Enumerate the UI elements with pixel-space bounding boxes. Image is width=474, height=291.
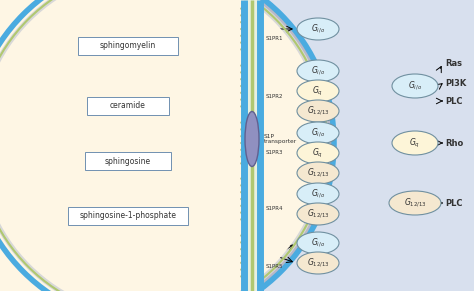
Ellipse shape bbox=[241, 240, 259, 245]
Text: sphingosine kinase
(SphK): sphingosine kinase (SphK) bbox=[136, 184, 183, 194]
Ellipse shape bbox=[241, 140, 259, 146]
Ellipse shape bbox=[241, 90, 259, 95]
Ellipse shape bbox=[241, 196, 259, 202]
FancyBboxPatch shape bbox=[78, 37, 178, 55]
Ellipse shape bbox=[241, 154, 259, 159]
Text: sphingomyelin synthase
(SMS): sphingomyelin synthase (SMS) bbox=[60, 71, 120, 81]
Text: G$_{i/o}$: G$_{i/o}$ bbox=[311, 237, 325, 249]
Text: S1PR4: S1PR4 bbox=[266, 207, 283, 212]
Ellipse shape bbox=[241, 19, 259, 25]
Text: S1PR2: S1PR2 bbox=[266, 93, 283, 98]
FancyBboxPatch shape bbox=[87, 97, 169, 115]
FancyBboxPatch shape bbox=[85, 152, 171, 170]
Ellipse shape bbox=[241, 63, 259, 68]
Ellipse shape bbox=[297, 232, 339, 254]
Ellipse shape bbox=[389, 191, 441, 215]
Text: G$_{i/o}$: G$_{i/o}$ bbox=[311, 188, 325, 200]
Text: sphingomyelinase
(SMase): sphingomyelinase (SMase) bbox=[136, 71, 181, 81]
Ellipse shape bbox=[241, 26, 259, 32]
Text: ceramide: ceramide bbox=[110, 102, 146, 111]
Text: G$_{12/13}$: G$_{12/13}$ bbox=[307, 104, 329, 117]
Text: G$_{i/o}$: G$_{i/o}$ bbox=[311, 23, 325, 36]
Ellipse shape bbox=[241, 183, 259, 188]
Ellipse shape bbox=[241, 190, 259, 195]
Text: G$_{i/o}$: G$_{i/o}$ bbox=[408, 80, 422, 93]
Ellipse shape bbox=[392, 131, 438, 155]
Ellipse shape bbox=[241, 134, 259, 139]
Ellipse shape bbox=[241, 47, 259, 52]
Ellipse shape bbox=[241, 147, 259, 152]
Ellipse shape bbox=[297, 122, 339, 144]
Circle shape bbox=[0, 0, 329, 291]
Ellipse shape bbox=[297, 100, 339, 122]
Text: Ras: Ras bbox=[445, 58, 462, 68]
Ellipse shape bbox=[241, 104, 259, 109]
Ellipse shape bbox=[241, 253, 259, 259]
Ellipse shape bbox=[297, 183, 339, 205]
Text: S1PR5: S1PR5 bbox=[266, 263, 283, 269]
Text: G$_{i/o}$: G$_{i/o}$ bbox=[311, 65, 325, 77]
Ellipse shape bbox=[241, 217, 259, 222]
Ellipse shape bbox=[241, 33, 259, 38]
Text: G$_{q}$: G$_{q}$ bbox=[312, 146, 324, 159]
Circle shape bbox=[0, 0, 324, 291]
Text: G$_{i/o}$: G$_{i/o}$ bbox=[311, 127, 325, 139]
Text: S1P lyase (S1PL): S1P lyase (S1PL) bbox=[133, 233, 173, 239]
Ellipse shape bbox=[241, 70, 259, 75]
Ellipse shape bbox=[241, 97, 259, 102]
Text: S1P phosphatase (S1PP)
lipid phosphate phosphatase
(LPP): S1P phosphatase (S1PP) lipid phosphate p… bbox=[57, 182, 120, 196]
Text: ceramidase
(CDase): ceramidase (CDase) bbox=[136, 127, 164, 139]
Text: Rho: Rho bbox=[445, 139, 463, 148]
Text: sphingosine-1-phosphate: sphingosine-1-phosphate bbox=[80, 212, 176, 221]
Ellipse shape bbox=[297, 142, 339, 164]
Text: sphingomyelin: sphingomyelin bbox=[100, 42, 156, 51]
Bar bbox=[0, 0, 152, 291]
Text: PLC: PLC bbox=[445, 198, 463, 207]
Ellipse shape bbox=[241, 40, 259, 45]
Ellipse shape bbox=[241, 84, 259, 88]
Text: ceramide synthase
(CerS): ceramide synthase (CerS) bbox=[73, 127, 120, 139]
Ellipse shape bbox=[297, 203, 339, 225]
Ellipse shape bbox=[241, 210, 259, 215]
Text: G$_{12/13}$: G$_{12/13}$ bbox=[307, 257, 329, 269]
Circle shape bbox=[0, 0, 336, 291]
Ellipse shape bbox=[241, 233, 259, 238]
Ellipse shape bbox=[241, 6, 259, 11]
Ellipse shape bbox=[245, 111, 259, 166]
Ellipse shape bbox=[297, 80, 339, 102]
Ellipse shape bbox=[297, 60, 339, 82]
Ellipse shape bbox=[297, 18, 339, 40]
Ellipse shape bbox=[241, 13, 259, 18]
Ellipse shape bbox=[297, 252, 339, 274]
Ellipse shape bbox=[241, 176, 259, 181]
Ellipse shape bbox=[241, 77, 259, 82]
Text: S1PR1: S1PR1 bbox=[266, 36, 283, 42]
Ellipse shape bbox=[241, 260, 259, 265]
Ellipse shape bbox=[297, 162, 339, 184]
Text: P-ethanolamine
+
hexadecenal: P-ethanolamine + hexadecenal bbox=[106, 263, 150, 280]
Text: sphingosine: sphingosine bbox=[105, 157, 151, 166]
Text: G$_{q}$: G$_{q}$ bbox=[312, 84, 324, 97]
Text: G$_{12/13}$: G$_{12/13}$ bbox=[403, 197, 427, 210]
Ellipse shape bbox=[241, 246, 259, 252]
Ellipse shape bbox=[241, 161, 259, 166]
Text: G$_{q}$: G$_{q}$ bbox=[410, 136, 420, 150]
Text: S1PR3: S1PR3 bbox=[266, 150, 283, 155]
Text: PLC: PLC bbox=[445, 97, 463, 106]
Text: G$_{12/13}$: G$_{12/13}$ bbox=[307, 167, 329, 179]
FancyBboxPatch shape bbox=[68, 207, 188, 225]
Ellipse shape bbox=[392, 74, 438, 98]
Text: PI3K: PI3K bbox=[445, 79, 466, 88]
Ellipse shape bbox=[241, 120, 259, 125]
Bar bbox=[244, 0, 260, 291]
Ellipse shape bbox=[241, 127, 259, 132]
Ellipse shape bbox=[241, 274, 259, 279]
Text: G$_{12/13}$: G$_{12/13}$ bbox=[307, 207, 329, 220]
Ellipse shape bbox=[241, 267, 259, 272]
Text: S1P
transporter: S1P transporter bbox=[264, 134, 297, 144]
Ellipse shape bbox=[241, 203, 259, 208]
